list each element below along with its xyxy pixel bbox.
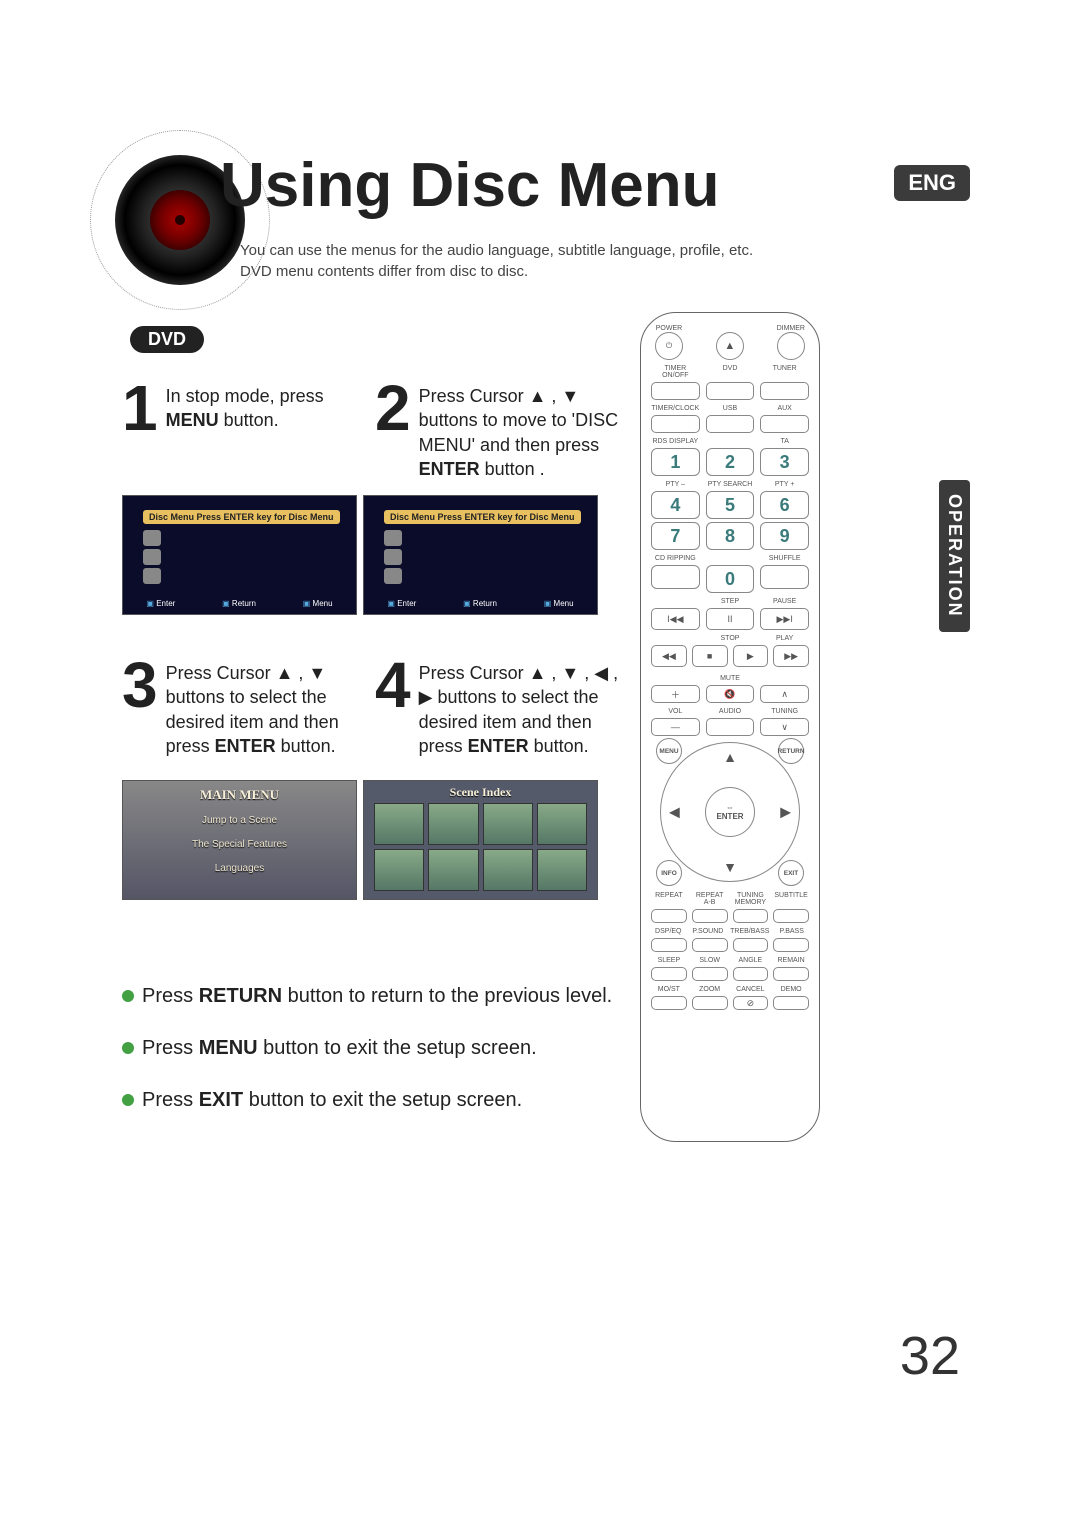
nav-right-icon <box>780 804 791 821</box>
numpad-6: 6 <box>760 491 809 519</box>
numpad-1: 1 <box>651 448 700 476</box>
nav-down-icon <box>723 859 737 875</box>
dimmer-label: DIMMER <box>777 325 805 332</box>
screenshot-main-menu: MAIN MENU Jump to a Scene The Special Fe… <box>122 780 357 900</box>
audio-button <box>706 718 755 736</box>
note-exit: Press EXIT button to exit the setup scre… <box>122 1074 642 1126</box>
intro-line1: You can use the menus for the audio lang… <box>240 240 800 261</box>
step-1-text: In stop mode, press MENU button. <box>166 380 369 433</box>
remote-control-diagram: POWER ⏻ ▲ DIMMER TIMER ON/OFF DVD TUNER … <box>640 312 820 1142</box>
exit-corner: EXIT <box>778 860 804 886</box>
menu-corner: MENU <box>656 738 682 764</box>
footer-notes: Press RETURN button to return to the pre… <box>122 970 642 1126</box>
numpad-3: 3 <box>760 448 809 476</box>
note-return: Press RETURN button to return to the pre… <box>122 970 642 1022</box>
step-1: 1 In stop mode, press MENU button. <box>122 380 369 481</box>
step-2-text: Press Cursor ▲ , ▼ buttons to move to 'D… <box>419 380 622 481</box>
step-4: 4 Press Cursor ▲ , ▼ , ◀ , ▶ buttons to … <box>375 657 622 758</box>
steps-area: 1 In stop mode, press MENU button. 2 Pre… <box>122 380 622 900</box>
power-label: POWER <box>655 325 683 332</box>
step-3: 3 Press Cursor ▲ , ▼ buttons to select t… <box>122 657 369 758</box>
step-2-num: 2 <box>375 380 411 438</box>
screenshot-scene-index: Scene Index <box>363 780 598 900</box>
numpad-4: 4 <box>651 491 700 519</box>
rewind-icon: ◀◀ <box>651 645 687 667</box>
step-4-num: 4 <box>375 657 411 715</box>
stop-icon: ■ <box>692 645 728 667</box>
step-3-num: 3 <box>122 657 158 715</box>
prev-icon: I◀◀ <box>651 608 700 630</box>
vol-plus: ＋ <box>651 685 700 703</box>
step-2: 2 Press Cursor ▲ , ▼ buttons to move to … <box>375 380 622 481</box>
dimmer-button <box>777 332 805 360</box>
operation-side-tab: OPERATION <box>939 480 970 632</box>
play-icon: ▶ <box>733 645 769 667</box>
screenshot-disc-menu-2: Disc Menu Press ENTER key for Disc Menu … <box>363 495 598 615</box>
info-corner: INFO <box>656 860 682 886</box>
note-menu: Press MENU button to exit the setup scre… <box>122 1022 642 1074</box>
power-icon: ⏻ <box>655 332 683 360</box>
return-corner: RETURN <box>778 738 804 764</box>
vol-minus: — <box>651 718 700 736</box>
nav-left-icon <box>669 804 680 821</box>
eject-icon: ▲ <box>716 332 744 360</box>
next-icon: ▶▶I <box>760 608 809 630</box>
numpad-2: 2 <box>706 448 755 476</box>
language-badge: ENG <box>894 165 970 201</box>
numpad-5: 5 <box>706 491 755 519</box>
pause-icon: II <box>706 608 755 630</box>
nav-up-icon <box>723 749 737 765</box>
numpad-9: 9 <box>760 522 809 550</box>
intro-line2: DVD menu contents differ from disc to di… <box>240 261 800 282</box>
numpad-0: 0 <box>706 565 755 593</box>
mute-icon: 🔇 <box>706 685 755 703</box>
numpad-7: 7 <box>651 522 700 550</box>
nav-pad: ⇔ ENTER <box>660 742 800 882</box>
cancel-icon: ⊘ <box>733 996 769 1010</box>
step-1-num: 1 <box>122 380 158 438</box>
ffwd-icon: ▶▶ <box>773 645 809 667</box>
page-title: Using Disc Menu <box>220 150 720 221</box>
step-4-text: Press Cursor ▲ , ▼ , ◀ , ▶ buttons to se… <box>419 657 622 758</box>
screenshot-disc-menu-1: Disc Menu Press ENTER key for Disc Menu … <box>122 495 357 615</box>
tuning-down-icon: ∨ <box>760 718 809 736</box>
enter-button: ⇔ ENTER <box>705 787 755 837</box>
tuning-up-icon: ∧ <box>760 685 809 703</box>
numpad-8: 8 <box>706 522 755 550</box>
dvd-pill: DVD <box>130 326 204 353</box>
step-3-text: Press Cursor ▲ , ▼ buttons to select the… <box>166 657 369 758</box>
page-number: 32 <box>900 1325 960 1387</box>
intro-text: You can use the menus for the audio lang… <box>240 240 800 282</box>
